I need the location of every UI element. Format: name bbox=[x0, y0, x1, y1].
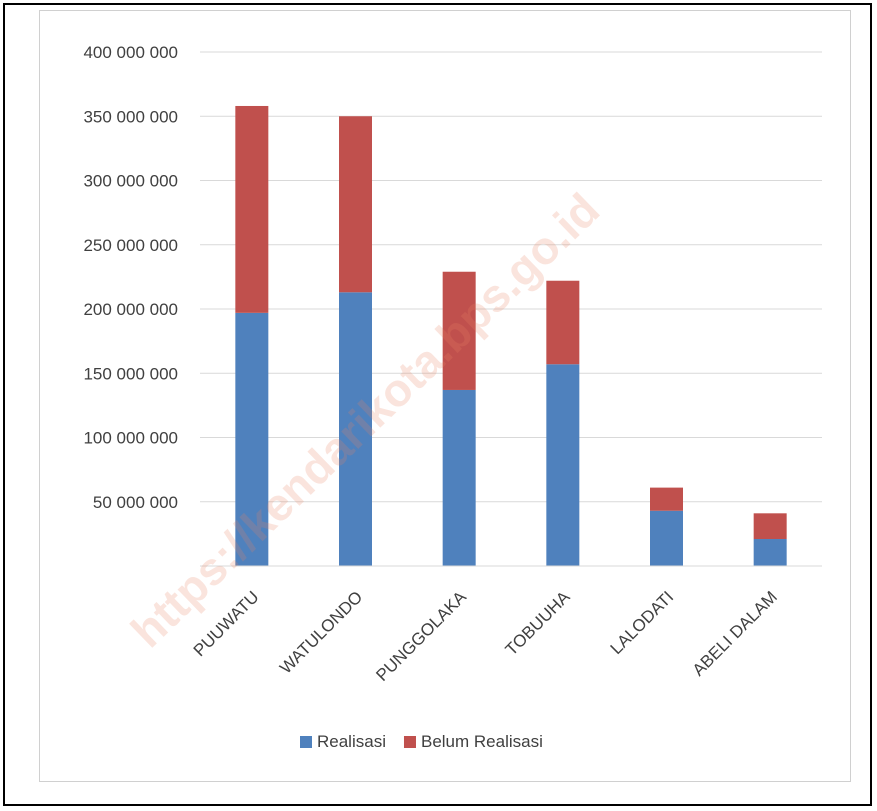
bar-belum-realisasi bbox=[235, 105, 269, 313]
y-tick-label: 200 000 000 bbox=[83, 300, 178, 319]
chart-area-border bbox=[39, 10, 851, 782]
y-tick-label: 100 000 000 bbox=[83, 429, 178, 448]
bar-realisasi bbox=[650, 510, 683, 566]
legend-label: Realisasi bbox=[317, 732, 386, 751]
bar-belum-realisasi bbox=[753, 513, 787, 540]
x-axis-tick-labels: PUUWATU WATULONDO PUNGGOLAKA TOBUUHA LALODAT… bbox=[190, 587, 781, 685]
y-tick-label: 300 000 000 bbox=[83, 172, 178, 191]
bars bbox=[235, 105, 787, 566]
y-axis-tick-labels: 50 000 000 100 000 000 150 000 000 200 000 … bbox=[83, 43, 178, 512]
y-tick-label: 400 000 000 bbox=[83, 43, 178, 62]
y-tick-label: 50 000 000 bbox=[93, 493, 178, 512]
x-tick-label: WATULONDO bbox=[276, 587, 366, 677]
y-tick-label: 350 000 000 bbox=[83, 107, 178, 126]
y-tick-label: 150 000 000 bbox=[83, 364, 178, 383]
gridlines bbox=[200, 51, 822, 503]
x-tick-label: LALODATI bbox=[607, 587, 678, 658]
bar-realisasi bbox=[753, 539, 787, 566]
legend-swatch bbox=[403, 736, 416, 748]
bar-belum-realisasi bbox=[546, 280, 580, 365]
legend-label: Belum Realisasi bbox=[421, 732, 543, 751]
bar-realisasi bbox=[235, 312, 269, 566]
x-tick-label: TOBUUHA bbox=[502, 587, 574, 659]
x-tick-label: PUNGGOLAKA bbox=[372, 587, 470, 685]
legend-swatch bbox=[300, 736, 312, 748]
legend: Realisasi Belum Realisasi bbox=[300, 732, 543, 751]
bar-realisasi bbox=[546, 364, 580, 566]
x-tick-label: ABELI DALAM bbox=[689, 587, 781, 679]
bar-realisasi bbox=[442, 389, 476, 566]
bar-belum-realisasi bbox=[650, 487, 683, 511]
bar-belum-realisasi bbox=[442, 271, 476, 390]
chart-outer-border bbox=[3, 3, 872, 806]
bar-realisasi bbox=[339, 292, 372, 566]
bar-belum-realisasi bbox=[339, 116, 372, 293]
y-tick-label: 250 000 000 bbox=[83, 236, 178, 255]
